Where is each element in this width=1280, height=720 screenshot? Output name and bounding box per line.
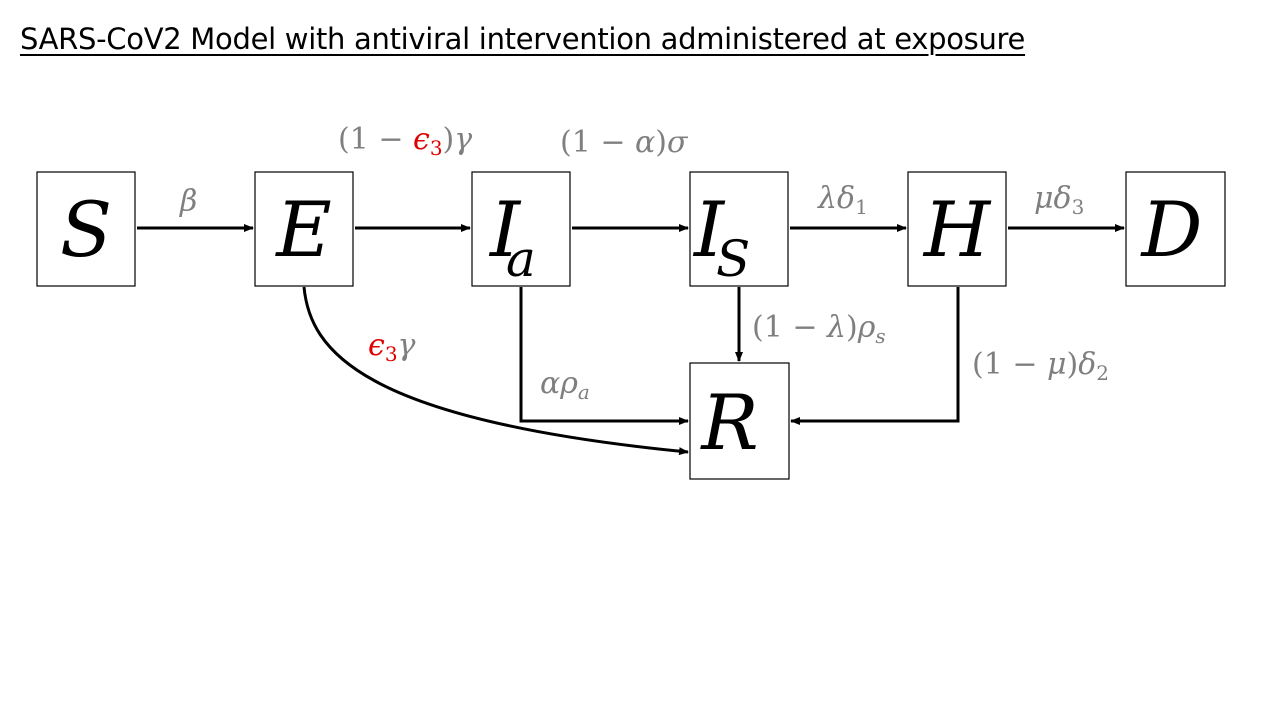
rate-h-to-r: (1 − μ)δ2 <box>972 347 1109 385</box>
node-r: R <box>689 362 790 480</box>
node-s: S <box>36 171 136 287</box>
arrow-e-to-r <box>302 286 689 456</box>
rate-e-to-ia: (1 − ϵ3)γ <box>338 122 472 160</box>
node-is-subscript: S <box>716 230 750 288</box>
node-ia-subscript: a <box>506 230 536 288</box>
node-d: D <box>1125 171 1226 287</box>
rate-e-to-r: ϵ3γ <box>368 328 416 366</box>
rate-beta: β <box>179 184 197 219</box>
rate-is-to-r: (1 − λ)ρs <box>752 310 886 348</box>
node-d-label: D <box>1140 185 1203 274</box>
node-h: H <box>907 171 1007 287</box>
node-is: I S <box>689 171 789 288</box>
rate-ia-to-r: αρa <box>540 366 590 404</box>
page-title: SARS-CoV2 Model with antiviral intervent… <box>20 22 1026 56</box>
node-s-label: S <box>60 185 112 274</box>
arrow-h-to-r <box>790 287 960 425</box>
node-is-label: I <box>692 185 726 274</box>
node-ia: I a <box>471 171 571 288</box>
node-ia-label: I <box>488 185 522 274</box>
node-r-label: R <box>699 378 758 467</box>
rate-is-to-h: λδ1 <box>817 181 868 219</box>
arrow-ia-to-r <box>519 287 689 425</box>
rate-ia-to-is: (1 − α)σ <box>560 125 689 160</box>
rate-h-to-d: μδ3 <box>1034 181 1084 219</box>
node-e: E <box>254 171 354 287</box>
node-e-label: E <box>274 185 331 274</box>
node-h-label: H <box>922 185 992 274</box>
